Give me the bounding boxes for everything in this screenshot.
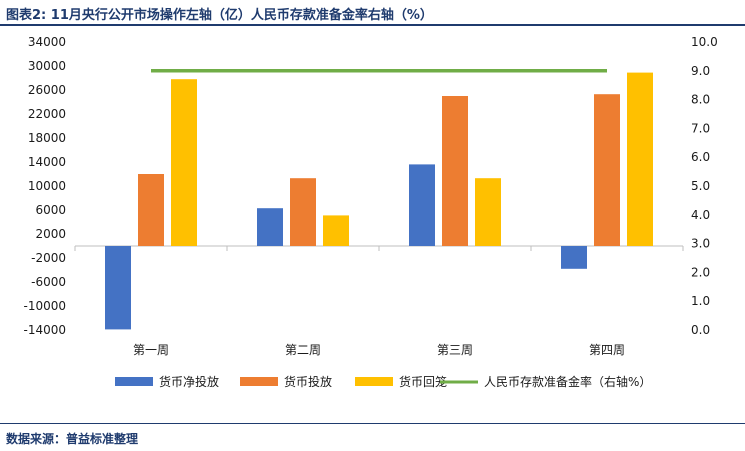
category-label: 第三周	[437, 343, 473, 357]
source-note: 数据来源：普益标准整理	[6, 432, 139, 446]
right-tick-label: 0.0	[691, 323, 710, 337]
bar	[475, 178, 501, 246]
left-tick-label: 14000	[28, 155, 66, 169]
left-tick-label: 26000	[28, 83, 66, 97]
legend-label: 货币回笼	[399, 374, 447, 389]
right-tick-label: 4.0	[691, 208, 710, 222]
category-label: 第二周	[285, 343, 321, 357]
bar	[171, 79, 197, 246]
right-tick-label: 7.0	[691, 121, 710, 135]
right-tick-label: 2.0	[691, 265, 710, 279]
bar	[561, 246, 587, 269]
right-tick-label: 3.0	[691, 237, 710, 251]
bar	[627, 72, 653, 246]
legend-label: 人民币存款准备金率（右轴%）	[484, 374, 651, 389]
bar	[594, 94, 620, 246]
legend-label: 货币净投放	[159, 374, 219, 389]
right-tick-label: 9.0	[691, 64, 710, 78]
bar	[323, 215, 349, 246]
right-tick-label: 10.0	[691, 35, 718, 49]
legend: 货币净投放 货币投放 货币回笼 人民币存款准备金率（右轴%）	[115, 374, 651, 389]
bar	[442, 96, 468, 246]
legend-swatch	[240, 377, 278, 386]
bars	[105, 72, 653, 330]
left-tick-label: 30000	[28, 59, 66, 73]
legend-swatch	[115, 377, 153, 386]
category-label: 第一周	[133, 343, 169, 357]
right-axis: 10.0 9.0 8.0 7.0 6.0 5.0 4.0 3.0 2.0 1.0 0.0	[691, 35, 718, 337]
legend-label: 货币投放	[284, 374, 332, 389]
footer-divider	[0, 423, 745, 424]
right-tick-label: 5.0	[691, 179, 710, 193]
right-tick-label: 1.0	[691, 294, 710, 308]
left-tick-label: -10000	[23, 299, 66, 313]
chart-title: 图表2: 11月央行公开市场操作左轴（亿）人民币存款准备金率右轴（%）	[6, 8, 433, 23]
left-tick-label: -6000	[31, 275, 66, 289]
category-separators	[74, 246, 684, 251]
legend-swatch	[355, 377, 393, 386]
right-tick-label: 6.0	[691, 150, 710, 164]
bar	[409, 164, 435, 246]
category-labels: 第一周 第二周 第三周 第四周	[133, 343, 625, 357]
bar	[138, 174, 164, 246]
left-tick-label: 34000	[28, 35, 66, 49]
left-axis: 34000 30000 26000 22000 18000 14000 10000 6000 2…	[23, 35, 66, 337]
left-tick-label: 6000	[35, 203, 66, 217]
left-tick-label: 22000	[28, 107, 66, 121]
left-tick-label: 2000	[35, 227, 66, 241]
bar	[105, 246, 131, 330]
left-tick-label: 18000	[28, 131, 66, 145]
left-tick-label: -2000	[31, 251, 66, 265]
title-divider	[0, 24, 745, 26]
left-tick-label: -14000	[23, 323, 66, 337]
left-tick-label: 10000	[28, 179, 66, 193]
bar	[290, 178, 316, 246]
bar	[257, 208, 283, 246]
right-tick-label: 8.0	[691, 93, 710, 107]
category-label: 第四周	[589, 343, 625, 357]
